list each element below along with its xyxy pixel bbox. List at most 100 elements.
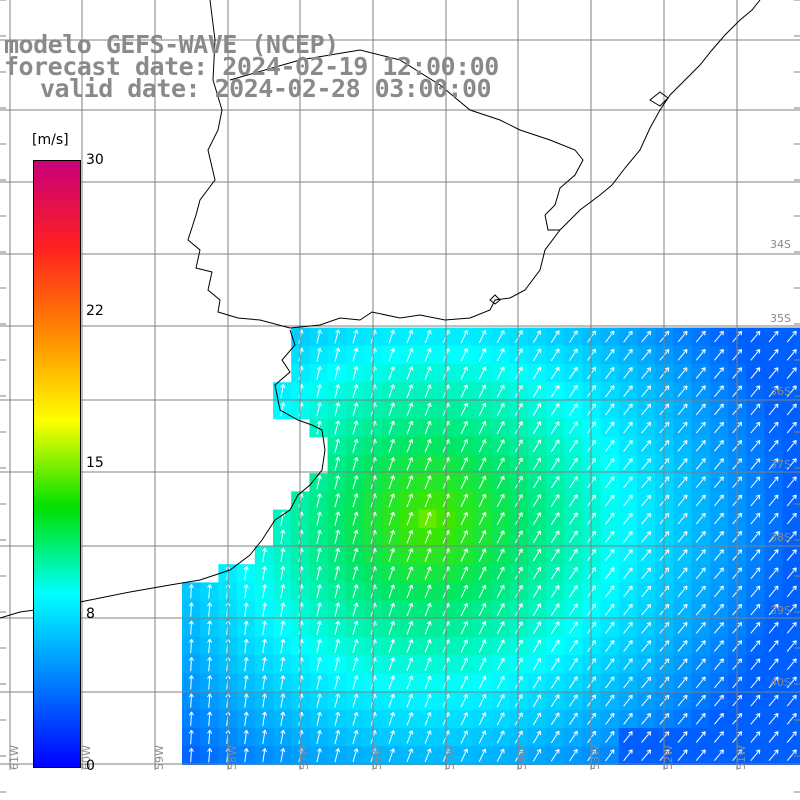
wind-arrow [406, 329, 414, 344]
wind-arrow [424, 602, 432, 617]
wind-arrow [532, 403, 542, 416]
wind-arrow [750, 440, 761, 452]
wind-arrow [786, 531, 797, 543]
wind-arrow [478, 511, 487, 526]
wind-arrow [605, 567, 615, 580]
wind-arrow [352, 511, 359, 526]
colorbar-unit: [m/s] [32, 132, 69, 148]
wind-arrow [316, 620, 322, 635]
wind-arrow [280, 638, 286, 654]
wind-arrow [768, 658, 779, 671]
wind-arrow [568, 712, 578, 725]
wind-arrow [496, 475, 505, 489]
wind-arrow [677, 531, 688, 543]
wind-arrow [786, 694, 797, 707]
wind-arrow [550, 621, 560, 635]
wind-arrow [714, 476, 724, 489]
wind-arrow [532, 475, 542, 489]
wind-arrow [568, 530, 578, 543]
wind-arrow [641, 731, 652, 743]
wind-arrow [496, 402, 505, 416]
wind-arrow [280, 711, 286, 726]
wind-arrow [424, 584, 432, 599]
wind-arrow [714, 349, 724, 361]
wind-arrow [750, 640, 761, 652]
wind-arrow [280, 748, 286, 763]
wind-arrow [388, 620, 395, 635]
wind-arrow [605, 439, 615, 452]
wind-arrow [478, 475, 487, 489]
wind-arrow [605, 476, 615, 489]
wind-arrow [406, 384, 414, 398]
wind-arrow [406, 475, 414, 489]
wind-arrow [207, 729, 213, 745]
wind-arrow [677, 585, 688, 598]
wind-arrow [334, 602, 341, 617]
wind-arrow [334, 402, 341, 417]
wind-arrow [514, 675, 523, 689]
wind-arrow [334, 638, 341, 654]
wind-arrow [714, 676, 724, 689]
wind-arrow [496, 584, 505, 598]
wind-arrow [568, 749, 578, 762]
wind-arrow [207, 693, 213, 708]
wind-arrow [188, 657, 194, 672]
wind-arrow [388, 639, 395, 653]
wind-arrow [623, 621, 633, 634]
wind-arrow [460, 420, 469, 435]
wind-arrow [750, 531, 761, 543]
wind-arrow [262, 620, 268, 635]
wind-arrow [316, 365, 322, 381]
wind-arrow [714, 622, 724, 634]
wind-arrow [424, 402, 432, 417]
wind-arrow [623, 658, 633, 671]
wind-arrow [786, 549, 797, 561]
wind-arrow [388, 602, 395, 617]
wind-arrow [623, 348, 633, 361]
wind-arrow [460, 566, 469, 580]
wind-arrow [605, 385, 615, 398]
wind-arrow [478, 621, 487, 635]
wind-arrow [641, 531, 652, 543]
wind-arrow [605, 603, 615, 616]
wind-arrow [478, 493, 487, 508]
wind-arrow [714, 458, 724, 470]
wind-arrow [388, 548, 395, 562]
wind-arrow [496, 421, 505, 435]
wind-arrow [406, 530, 414, 544]
wind-arrow [316, 329, 322, 344]
wind-arrow [568, 494, 578, 507]
wind-arrow [478, 420, 487, 435]
wind-arrow [262, 657, 268, 672]
wind-arrow [406, 675, 414, 690]
wind-arrow [623, 603, 633, 616]
wind-arrow [496, 566, 505, 580]
wind-arrow [550, 494, 560, 507]
wind-arrow [714, 531, 724, 543]
wind-arrow [532, 657, 542, 671]
wind-arrow [316, 602, 322, 617]
wind-arrow [623, 585, 633, 598]
wind-arrow [768, 458, 779, 470]
wind-arrow [388, 347, 395, 362]
latitude-label: 34S [770, 238, 791, 251]
wind-arrow [695, 549, 706, 561]
wind-arrow [623, 403, 633, 416]
longitude-label: 57W [298, 745, 311, 770]
wind-arrow [460, 602, 469, 617]
wind-arrow [714, 658, 724, 671]
wind-arrow [334, 511, 341, 526]
wind-arrow [623, 512, 633, 525]
wind-arrow [550, 512, 560, 525]
wind-arrow [388, 657, 395, 672]
wind-arrow [677, 494, 688, 507]
wind-arrow [352, 384, 359, 399]
wind-arrow [605, 640, 615, 653]
wind-arrow [786, 640, 797, 652]
wind-arrow [514, 366, 523, 380]
wind-arrow [316, 711, 322, 726]
wind-arrow [677, 658, 688, 671]
wind-arrow [424, 748, 432, 762]
wind-arrow [514, 694, 523, 708]
